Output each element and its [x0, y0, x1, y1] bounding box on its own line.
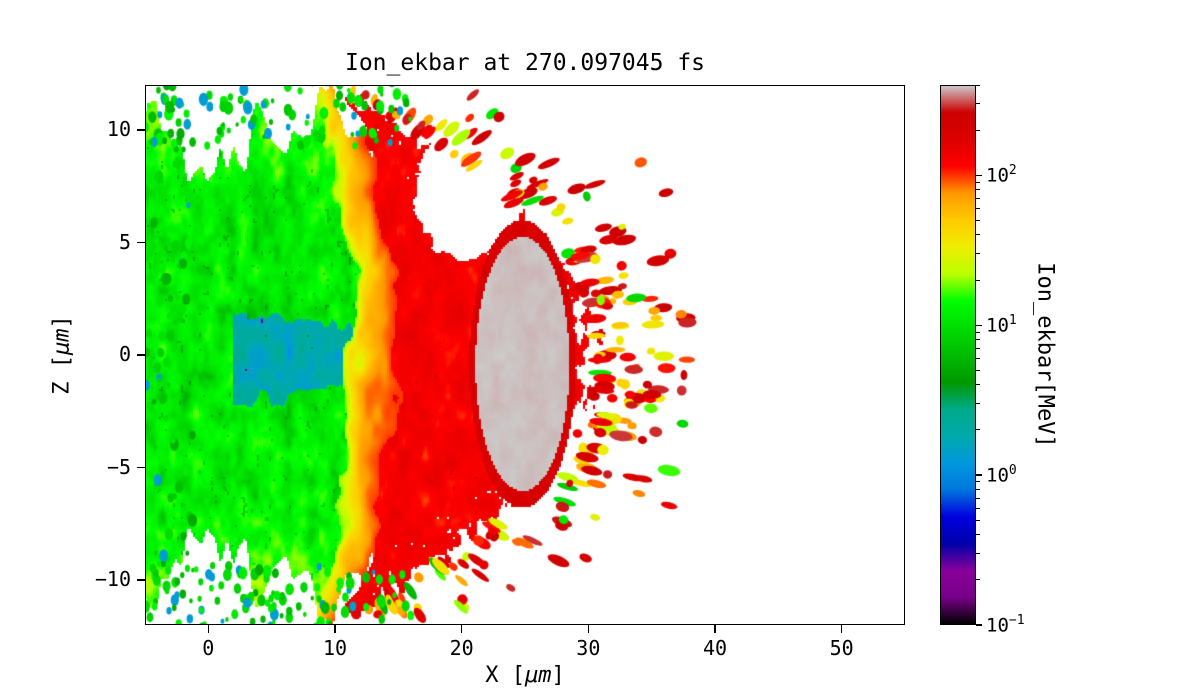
- x-tick-mark: [461, 625, 463, 633]
- colorbar-minor-tick-mark: [976, 519, 980, 521]
- colorbar-minor-tick-mark: [976, 534, 980, 536]
- colorbar-tick-mark: [976, 474, 982, 476]
- chart-title: Ion_ekbar at 270.097045 fs: [344, 50, 706, 76]
- x-tick-mark: [207, 625, 210, 633]
- colorbar-tick-label: 101: [986, 313, 1017, 337]
- y-tick-mark: [137, 241, 145, 244]
- colorbar-tick-label: 100: [986, 463, 1017, 487]
- colorbar-minor-tick-mark: [976, 331, 980, 333]
- colorbar-minor-tick-mark: [976, 552, 980, 554]
- x-axis-label-pre: X [: [485, 663, 525, 688]
- colorbar-minor-tick-mark: [976, 189, 980, 191]
- colorbar-minor-tick-mark: [976, 208, 980, 210]
- x-tick-mark: [841, 625, 843, 633]
- y-tick-mark: [137, 354, 145, 356]
- x-tick-label: 40: [702, 636, 728, 660]
- y-axis-label-unit: μm: [49, 328, 75, 356]
- y-tick-label: 0: [118, 342, 131, 366]
- y-axis-label-post: ]: [49, 315, 75, 329]
- x-tick-label: 50: [829, 636, 854, 660]
- colorbar-minor-tick-mark: [976, 489, 980, 491]
- colorbar-minor-tick-mark: [976, 219, 980, 221]
- x-tick-mark: [587, 625, 590, 633]
- y-tick-mark: [137, 129, 145, 131]
- colorbar-minor-tick-mark: [976, 253, 980, 255]
- colorbar-minor-tick-mark: [976, 234, 980, 236]
- colorbar-minor-tick-mark: [976, 279, 980, 281]
- colorbar-minor-tick-mark: [976, 507, 980, 509]
- colorbar-minor-tick-mark: [976, 347, 980, 349]
- x-tick-label: 30: [576, 636, 601, 660]
- y-tick-mark: [137, 466, 145, 469]
- colorbar-minor-tick-mark: [976, 181, 980, 183]
- y-tick-label: 5: [118, 229, 131, 254]
- colorbar-tick-mark: [976, 174, 982, 176]
- colorbar-minor-tick-mark: [976, 579, 980, 581]
- y-tick-label: −5: [106, 454, 131, 479]
- colorbar-tick-mark: [976, 624, 982, 626]
- x-axis-label-unit: μm: [525, 663, 552, 688]
- colorbar-minor-tick-mark: [976, 84, 980, 86]
- plot-area: 0 10 20 30 40 50 −10 −5 0 5 10: [95, 85, 905, 660]
- colorbar-minor-tick-mark: [976, 403, 980, 405]
- y-tick-label: 10: [106, 117, 131, 141]
- colorbar-canvas: [940, 85, 976, 625]
- colorbar-minor-tick-mark: [976, 197, 980, 199]
- x-tick-label: 20: [449, 636, 474, 660]
- colorbar-tick-label: 102: [986, 163, 1017, 187]
- colorbar-minor-tick-mark: [976, 384, 980, 386]
- colorbar-tick-mark: [976, 324, 982, 326]
- y-axis-label: Z [μm]: [50, 315, 75, 395]
- x-axis-label-post: ]: [551, 663, 565, 688]
- colorbar-minor-tick-mark: [976, 369, 980, 371]
- colorbar-minor-tick-mark: [976, 429, 980, 431]
- colorbar-minor-tick-mark: [976, 357, 980, 359]
- x-tick-label: 10: [322, 636, 348, 660]
- colorbar-minor-tick-mark: [976, 497, 980, 499]
- colorbar-minor-tick-mark: [976, 339, 980, 341]
- x-tick-mark: [334, 625, 336, 633]
- colorbar-label: Ion_ekbar[MeV]: [1032, 262, 1058, 448]
- colorbar-minor-tick-mark: [976, 129, 980, 131]
- colorbar-minor-tick-mark: [976, 481, 980, 483]
- colorbar-minor-tick-mark: [976, 103, 980, 105]
- heatmap-canvas: [145, 85, 905, 625]
- x-axis-label: X [μm]: [485, 663, 565, 688]
- y-axis-label-pre: Z [: [49, 355, 75, 395]
- x-tick-mark: [714, 625, 716, 633]
- y-tick-mark: [137, 579, 145, 581]
- y-tick-label: −10: [94, 567, 131, 591]
- colorbar: 102 101 100 10−1: [940, 84, 1025, 636]
- colorbar-tick-label: 10−1: [986, 613, 1025, 637]
- x-tick-label: 0: [202, 636, 215, 660]
